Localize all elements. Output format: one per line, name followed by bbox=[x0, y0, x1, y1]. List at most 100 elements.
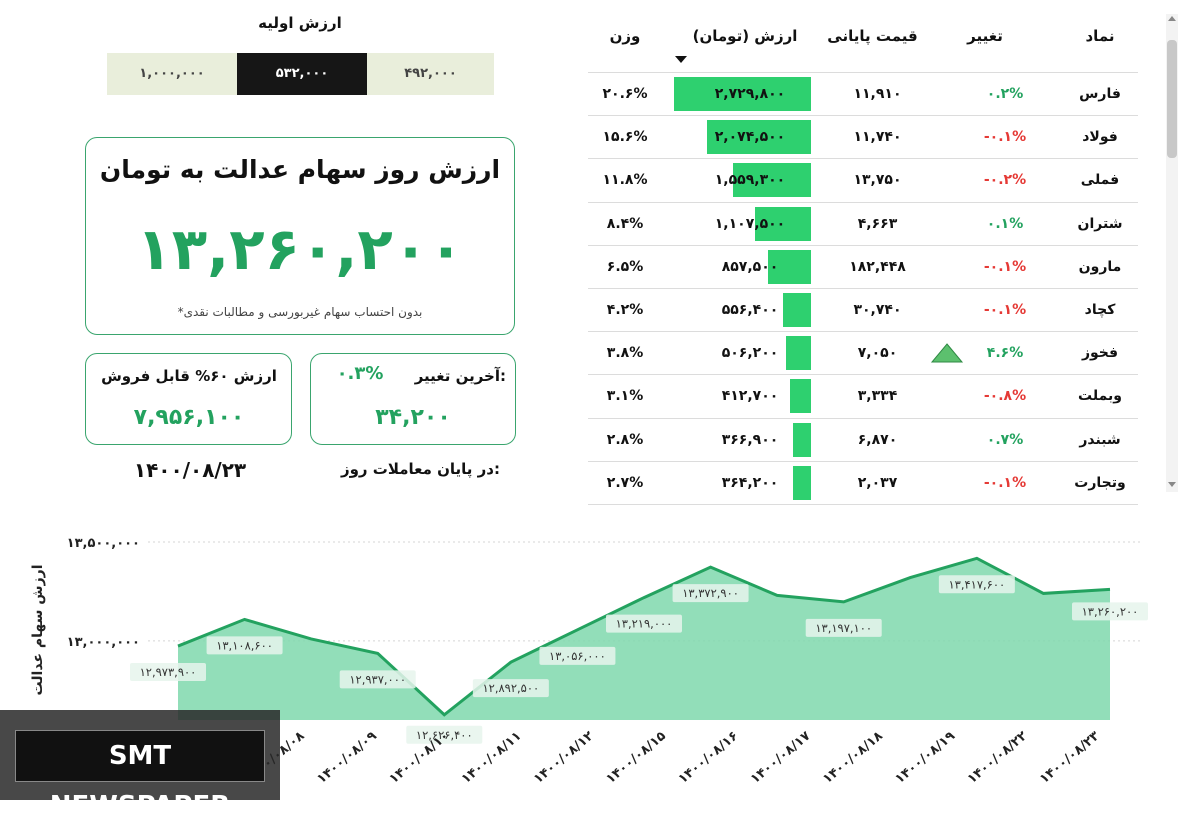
watermark-logo: SMT NEWSPAPER bbox=[15, 730, 265, 821]
cell-value: ۱,۵۵۹,۳۰۰ bbox=[714, 172, 786, 189]
point-label: ۱۳,۲۱۹,۰۰۰ bbox=[616, 617, 673, 631]
table-scrollbar-thumb[interactable] bbox=[1167, 40, 1177, 158]
point-label-bg bbox=[938, 575, 1015, 594]
header-weight[interactable]: وزن bbox=[609, 27, 641, 45]
cell-symbol: وبملت bbox=[1078, 388, 1122, 405]
cell-value: ۸۵۷,۵۰۰ bbox=[721, 258, 779, 275]
point-label: ۱۳,۰۵۶,۰۰۰ bbox=[549, 649, 606, 663]
cell-symbol: مارون bbox=[1078, 258, 1122, 275]
point-label-bg bbox=[1072, 602, 1148, 621]
cell-value: ۵۰۶,۲۰۰ bbox=[721, 345, 779, 362]
point-label: ۱۳,۳۷۲,۹۰۰ bbox=[682, 586, 739, 600]
row-divider bbox=[588, 72, 1138, 73]
cell-final-price: ۱۳,۷۵۰ bbox=[853, 172, 902, 189]
cell-final-price: ۳۰,۷۴۰ bbox=[853, 302, 902, 318]
point-label: ۱۳,۱۹۷,۱۰۰ bbox=[815, 621, 872, 635]
cell-symbol: شبندر bbox=[1079, 431, 1121, 448]
header-value[interactable]: ارزش (تومان) bbox=[692, 27, 798, 45]
cell-symbol: وتجارت bbox=[1074, 474, 1126, 491]
cell-final-price: ۱۸۲,۴۴۸ bbox=[849, 258, 906, 275]
point-label-bg bbox=[805, 618, 882, 637]
cell-weight: ۳.۱% bbox=[606, 388, 644, 405]
cell-final-price: ۴,۶۶۳ bbox=[857, 215, 898, 232]
value-bar bbox=[732, 163, 811, 198]
value-bar bbox=[755, 206, 811, 241]
cell-value: ۲,۰۷۴,۵۰۰ bbox=[714, 129, 786, 146]
cell-final-price: ۱۱,۷۴۰ bbox=[853, 129, 902, 146]
initial-option-1000000[interactable]: ۱,۰۰۰,۰۰۰ bbox=[107, 53, 237, 95]
header-final-price[interactable]: قیمت پایانی bbox=[827, 27, 918, 45]
initial-option-492000[interactable]: ۴۹۲,۰۰۰ bbox=[367, 53, 494, 95]
cell-weight: ۶.۵% bbox=[606, 258, 644, 275]
cell-change: -۰.۱% bbox=[983, 474, 1027, 491]
x-tick-label: ۱۴۰۰/۰۸/۱۲ bbox=[531, 729, 597, 787]
sellable-value: ۷,۹۵۶,۱۰۰ bbox=[133, 405, 245, 430]
point-label-bg bbox=[206, 636, 283, 655]
point-label: ۱۳,۱۰۸,۶۰۰ bbox=[216, 638, 273, 652]
point-label: ۱۲,۹۷۳,۹۰۰ bbox=[140, 665, 197, 679]
main-value-card bbox=[85, 137, 515, 335]
cell-weight: ۳.۸% bbox=[606, 345, 644, 362]
scroll-down-icon[interactable] bbox=[1168, 482, 1176, 487]
x-tick-label: ۱۴۰۰/۰۸/۲۲ bbox=[965, 729, 1031, 787]
point-label: ۱۲,۹۳۷,۰۰۰ bbox=[349, 672, 406, 686]
row-divider bbox=[588, 504, 1138, 505]
cell-change: -۰.۱% bbox=[983, 302, 1027, 318]
cell-weight: ۱۱.۸% bbox=[602, 172, 648, 189]
header-change[interactable]: تغییر bbox=[967, 27, 1003, 45]
point-label: ۱۲,۸۹۲,۵۰۰ bbox=[482, 681, 539, 695]
last-change-percent: ۰.۳% bbox=[336, 363, 384, 384]
cell-change: -۰.۱% bbox=[983, 129, 1027, 146]
row-divider bbox=[588, 374, 1138, 376]
x-tick-label: ۱۴۰۰/۰۸/۱۶ bbox=[676, 729, 742, 787]
cell-symbol: فارس bbox=[1079, 86, 1121, 102]
row-divider bbox=[588, 460, 1138, 462]
point-label-bg bbox=[672, 584, 749, 603]
scroll-up-icon[interactable] bbox=[1168, 16, 1176, 21]
row-divider bbox=[588, 288, 1138, 289]
sort-desc-icon[interactable] bbox=[675, 56, 687, 63]
area-fill bbox=[178, 558, 1110, 720]
point-label: ۱۳,۴۱۷,۶۰۰ bbox=[948, 577, 1005, 591]
y-tick-label: ۱۳,۵۰۰,۰۰۰ bbox=[67, 536, 140, 551]
row-divider bbox=[588, 331, 1138, 333]
main-card-note: *بدون احتساب سهام غیربورسی و مطالبات نقد… bbox=[177, 305, 423, 319]
value-bar bbox=[785, 336, 811, 371]
y-tick-label: ۱۳,۰۰۰,۰۰۰ bbox=[67, 635, 140, 650]
cell-final-price: ۶,۸۷۰ bbox=[857, 431, 898, 448]
point-label-bg bbox=[472, 679, 549, 698]
row-divider bbox=[588, 244, 1138, 246]
last-change-value: ۳۴,۲۰۰ bbox=[375, 405, 451, 430]
cell-change: -۰.۲% bbox=[983, 172, 1027, 189]
cell-weight: ۴.۲% bbox=[606, 302, 644, 318]
cell-final-price: ۱۱,۹۱۰ bbox=[853, 86, 902, 102]
value-bar bbox=[792, 465, 811, 500]
cell-final-price: ۳,۳۳۴ bbox=[857, 388, 898, 405]
x-tick-label: ۱۴۰۰/۰۸/۱۹ bbox=[892, 729, 958, 787]
trading-date: ۱۴۰۰/۰۸/۲۳ bbox=[133, 458, 247, 482]
cell-symbol: فخوز bbox=[1081, 345, 1119, 362]
value-bar bbox=[706, 120, 811, 155]
x-tick-label: ۱۴۰۰/۰۸/۱۵ bbox=[603, 729, 669, 787]
cell-weight: ۲.۸% bbox=[606, 431, 644, 448]
point-label-bg bbox=[406, 725, 483, 744]
main-card-title: ارزش روز سهام عدالت به تومان bbox=[99, 155, 501, 184]
cell-weight: ۱۵.۶% bbox=[602, 129, 648, 146]
x-tick-label: ۱۴۰۰/۰۸/۲۳ bbox=[1037, 729, 1103, 787]
y-axis-title: ارزش سهام عدالت bbox=[30, 564, 46, 695]
point-label: ۱۲,۶۲۶,۴۰۰ bbox=[416, 728, 473, 742]
cell-change: ۰.۲% bbox=[986, 86, 1024, 102]
cell-value: ۲,۷۲۹,۸۰۰ bbox=[714, 86, 786, 102]
initial-value-title: ارزش اولیه bbox=[258, 14, 342, 32]
initial-option-532000[interactable]: ۵۳۲,۰۰۰ bbox=[237, 53, 367, 95]
header-symbol[interactable]: نماد bbox=[1085, 27, 1115, 45]
cell-change: ۴.۶% bbox=[986, 345, 1024, 362]
series-line bbox=[177, 556, 1111, 717]
sellable-card bbox=[85, 353, 292, 445]
end-of-trading-label: در پایان معاملات روز: bbox=[340, 460, 500, 478]
cell-value: ۳۶۶,۹۰۰ bbox=[721, 431, 779, 448]
cell-change: ۰.۱% bbox=[986, 215, 1024, 232]
point-label-bg bbox=[539, 646, 616, 665]
equity-value-chart: ۱۳,۵۰۰,۰۰۰ ۱۳,۰۰۰,۰۰۰ ۱۲,۹۷۳,۹۰۰ ۱۳,۱۰۸,۶۰۰… bbox=[30, 536, 1148, 787]
cell-value: ۵۵۶,۴۰۰ bbox=[721, 302, 779, 318]
